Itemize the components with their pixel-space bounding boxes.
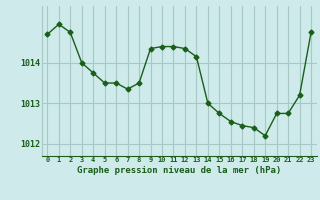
X-axis label: Graphe pression niveau de la mer (hPa): Graphe pression niveau de la mer (hPa) [77, 166, 281, 175]
